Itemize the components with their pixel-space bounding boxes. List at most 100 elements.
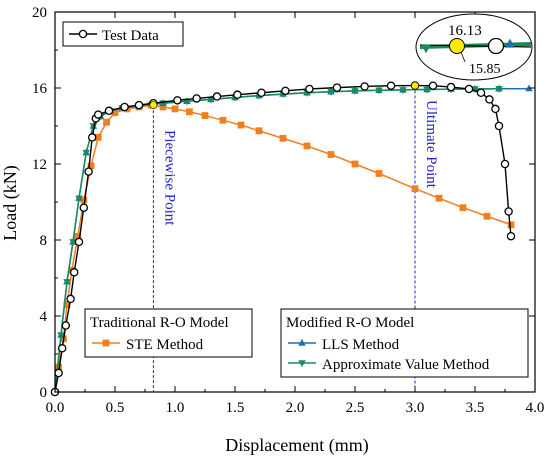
inset-marker — [421, 44, 431, 54]
x-tick-label: 0.0 — [46, 400, 65, 416]
legend-box — [84, 308, 253, 358]
point-test-data — [446, 82, 456, 92]
legends: Test Data Traditional R-O Model STE Method… — [62, 21, 529, 378]
legend-marker — [298, 360, 306, 368]
point-test-data — [476, 88, 486, 98]
point-ste-method — [459, 204, 467, 212]
y-tick-label: 0 — [40, 385, 48, 401]
point-ste-method — [219, 116, 227, 124]
point-ste-method — [87, 162, 95, 170]
point-test-data — [134, 100, 144, 110]
point-test-data — [192, 94, 201, 103]
y-tick-label: 8 — [40, 233, 48, 249]
point-approximate-value-method — [327, 89, 335, 96]
point-test-data — [173, 96, 182, 105]
point-test-data — [428, 81, 438, 90]
point-approximate-value-method — [82, 149, 90, 157]
x-tick-label: 3.0 — [406, 400, 425, 416]
point-test-data — [104, 106, 114, 116]
point-approximate-value-method — [471, 86, 479, 94]
point-approximate-value-method — [57, 332, 65, 340]
point-ste-method — [55, 363, 62, 371]
point-test-data — [386, 81, 396, 90]
point-ste-method — [74, 232, 82, 240]
point-approximate-value-method — [69, 239, 77, 246]
legend-marker — [102, 339, 110, 347]
point-approximate-value-method — [207, 96, 215, 104]
point-ste-method — [303, 142, 311, 150]
vline-label-piecewise-point: Piecewise Point — [161, 130, 177, 226]
point-approximate-value-method — [495, 86, 503, 93]
point-test-data — [491, 104, 500, 114]
point-test-data — [494, 121, 504, 131]
axes — [54, 11, 536, 393]
x-axis-label: Displacement (mm) — [225, 435, 368, 456]
legend-title: Modified R-O Model — [286, 315, 414, 331]
point-approximate-value-method — [351, 88, 359, 95]
point-test-data — [66, 294, 75, 304]
point-ste-method — [327, 151, 335, 158]
vline-label-ultimate-point: Ultimate Point — [423, 100, 439, 189]
point-ste-method — [411, 185, 419, 193]
point-test-data — [87, 133, 97, 142]
highlight-point — [411, 81, 419, 90]
legend-entry-label: STE Method — [126, 337, 204, 353]
point-ste-method — [483, 212, 491, 220]
y-axis-label: Load (kN) — [0, 165, 21, 240]
x-tick-label: 2.5 — [346, 400, 365, 416]
point-ste-method — [63, 301, 71, 308]
point-test-data — [506, 231, 516, 241]
point-ste-method — [171, 105, 179, 113]
point-ste-method — [255, 127, 263, 135]
legend-entry-label: Approximate Value Method — [322, 357, 490, 373]
point-test-data — [84, 167, 93, 176]
point-test-data — [233, 90, 242, 99]
x-tick-label: 1.5 — [226, 400, 245, 416]
legend-entry-label: LLS Method — [322, 337, 400, 353]
point-ste-method — [237, 121, 245, 129]
legend-test-data: Test Data — [62, 21, 184, 47]
point-test-data — [79, 203, 89, 212]
point-test-data — [212, 92, 222, 101]
legend-title: Traditional R-O Model — [90, 315, 229, 331]
legend-modified-ro: Modified R-O Model LLS Method Approximate … — [280, 308, 529, 378]
point-test-data — [61, 321, 71, 330]
point-test-data — [69, 268, 79, 277]
point-test-data — [120, 102, 129, 112]
inset-ellipse: 16.13 15.85 — [415, 13, 533, 81]
point-test-data — [464, 84, 474, 94]
point-ste-method — [507, 221, 515, 229]
legend-marker — [78, 29, 88, 39]
x-tick-label: 4.0 — [526, 400, 545, 416]
point-test-data — [332, 83, 342, 92]
inset-pointer — [460, 51, 466, 63]
point-test-data — [504, 207, 513, 216]
point-test-data — [305, 84, 314, 94]
x-tick-label: 0.5 — [106, 400, 125, 416]
point-approximate-value-method — [89, 123, 98, 131]
point-approximate-value-method — [63, 279, 71, 286]
inset-value-top: 16.13 — [448, 23, 482, 39]
legend-traditional-ro: Traditional R-O Model STE Method — [84, 308, 253, 358]
x-tick-label: 2.0 — [286, 400, 305, 416]
x-tick-label: 1.0 — [166, 400, 185, 416]
point-test-data — [500, 159, 510, 169]
y-tick-label: 16 — [32, 81, 48, 97]
point-ste-method — [375, 170, 383, 177]
point-test-data — [93, 110, 103, 119]
point-test-data — [485, 95, 494, 104]
point-test-data — [54, 368, 63, 378]
inset-highlight-point — [449, 38, 465, 54]
point-ste-method — [80, 196, 88, 204]
point-test-data — [74, 237, 84, 247]
point-ste-method — [111, 109, 119, 117]
series-group — [50, 81, 533, 397]
point-test-data — [57, 344, 67, 353]
point-approximate-value-method — [399, 87, 407, 94]
x-tick-label: 3.5 — [466, 400, 485, 416]
inset-marker — [505, 38, 515, 48]
zoom-inset: 16.13 15.85 — [415, 13, 533, 81]
point-test-data — [281, 86, 290, 96]
